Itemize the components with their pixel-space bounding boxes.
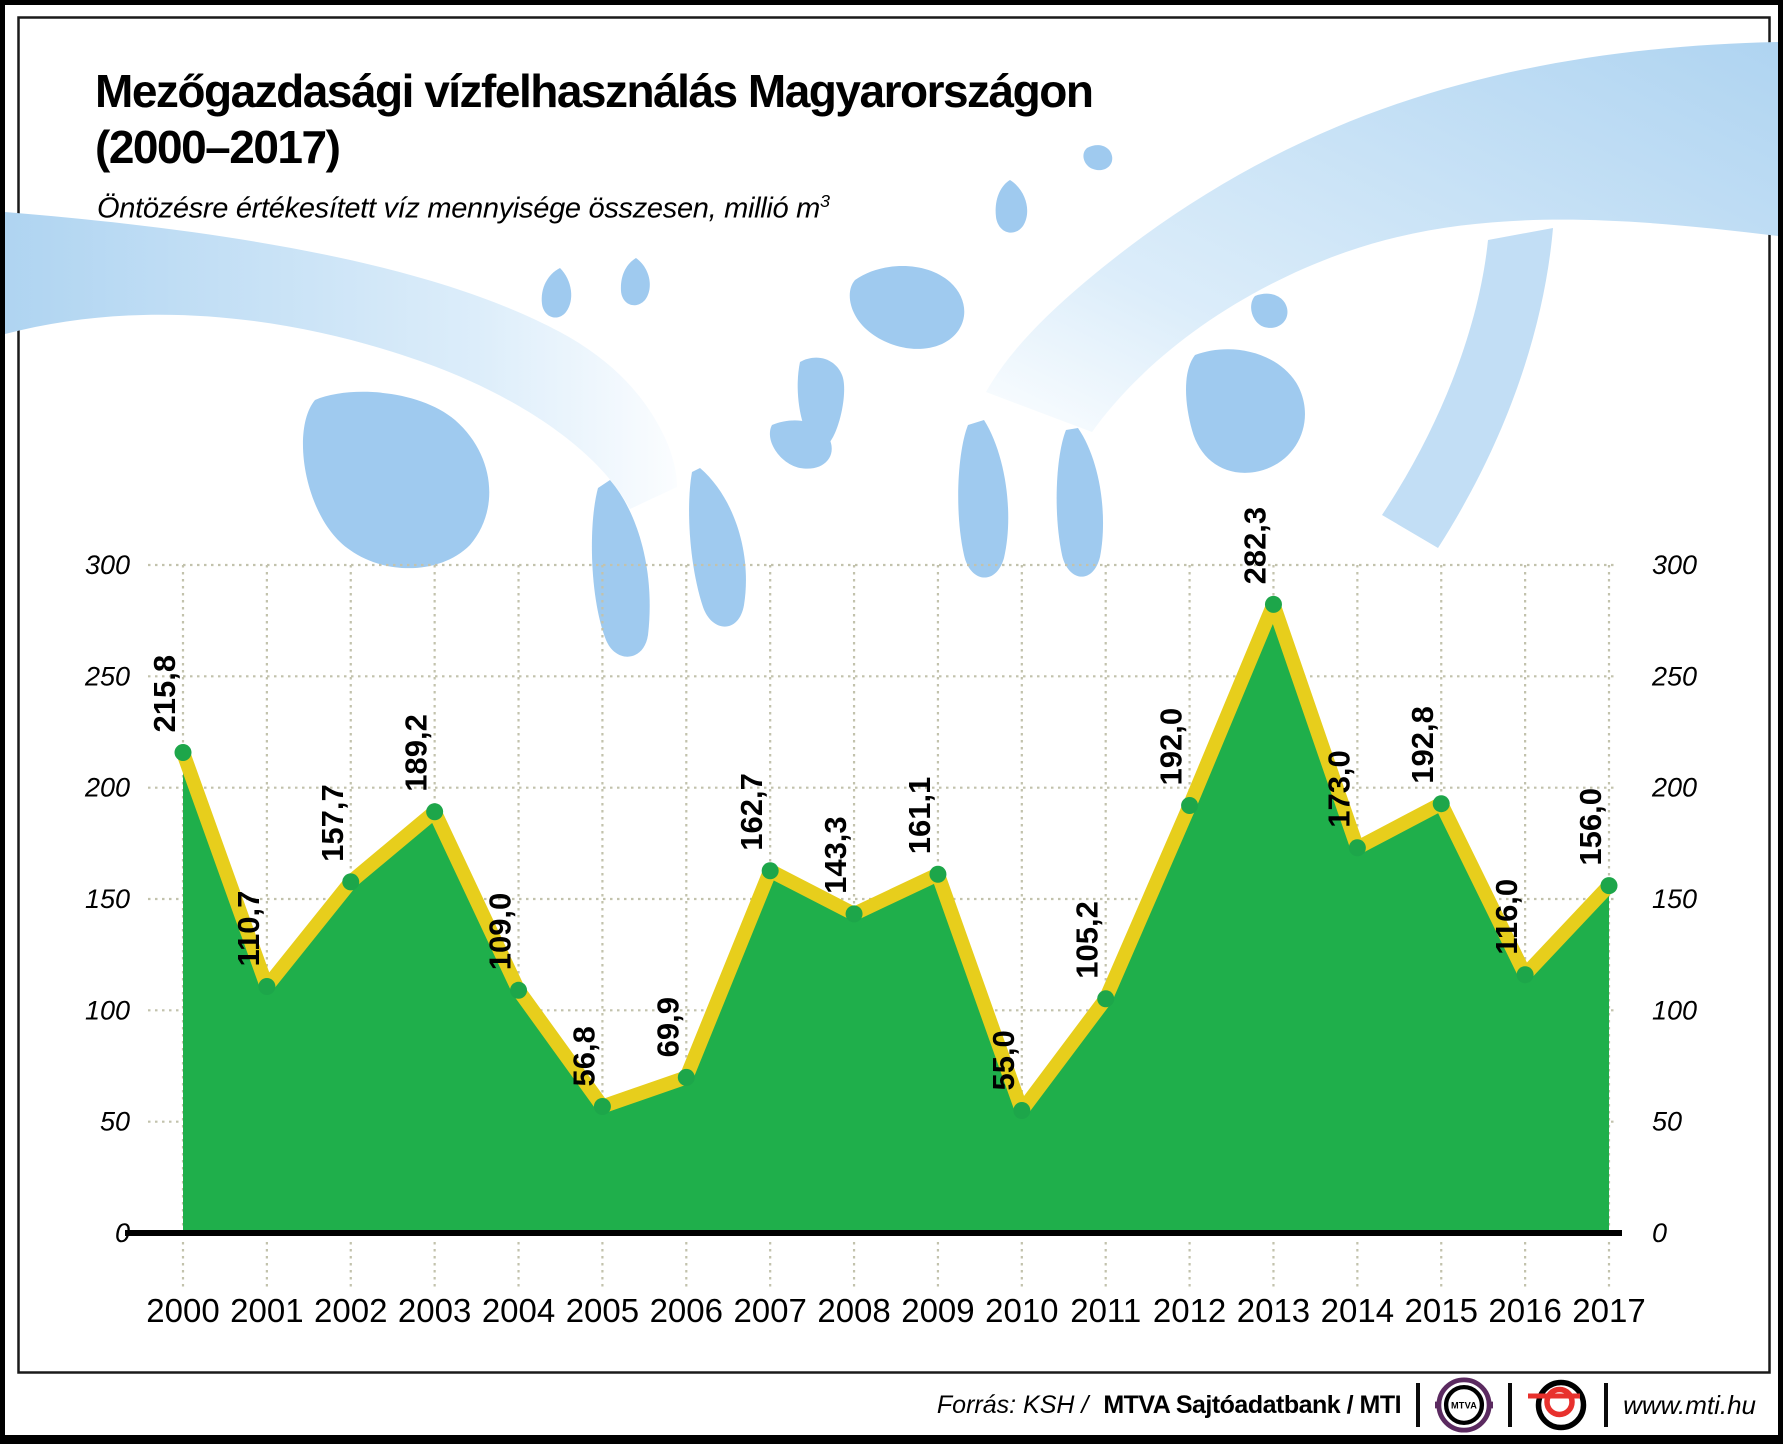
mtva-logo-text: MTVA [1451,1400,1477,1410]
source-agencies: MTVA Sajtóadatbank / MTI [1103,1390,1402,1419]
y-tick-label-left: 100 [85,995,130,1025]
page-title-line1: Mezőgazdasági vízfelhasználás Magyarorsz… [95,65,1094,117]
area-fill [183,604,1609,1231]
data-point [1516,966,1534,984]
x-tick-label: 2013 [1237,1292,1310,1329]
y-tick-label-right: 50 [1652,1107,1682,1137]
x-tick-label: 2004 [482,1292,555,1329]
y-tick-label-right: 250 [1651,661,1697,691]
value-label: 55,0 [986,1030,1021,1090]
data-point [929,865,947,883]
chart-subtitle: Öntözésre értékesített víz mennyisége ös… [97,191,830,226]
data-point [1013,1102,1031,1120]
x-tick-label: 2009 [901,1292,974,1329]
x-tick-label: 2014 [1321,1292,1394,1329]
data-point [1600,877,1618,895]
data-point [593,1098,611,1116]
separator-bar [1604,1383,1609,1427]
value-label: 215,8 [147,655,182,733]
chart-frame [17,16,1771,1374]
value-label: 161,1 [902,777,937,855]
chart-plot-area: 0 0 50 50 100 100 150 150 200 200 250 250 300 300 215,… [84,507,1697,1329]
data-point [1264,595,1282,613]
y-tick-label-left: 0 [115,1218,130,1248]
x-tick-label: 2000 [146,1292,219,1329]
y-tick-label-left: 200 [84,773,130,803]
data-point [1097,990,1115,1008]
value-label: 109,0 [483,893,518,971]
data-point [677,1068,695,1086]
y-tick-label-left: 50 [100,1107,130,1137]
value-label: 56,8 [566,1026,601,1086]
value-label: 156,0 [1573,788,1608,866]
x-tick-label: 2008 [817,1292,890,1329]
value-label: 192,8 [1405,706,1440,784]
data-point [1348,839,1366,857]
x-tick-label: 2003 [398,1292,471,1329]
value-label: 116,0 [1489,879,1524,955]
data-point [510,981,528,999]
value-label: 105,2 [1070,901,1105,979]
x-tick-label: 2002 [314,1292,387,1329]
x-tick-label: 2010 [985,1292,1058,1329]
y-tick-label-right: 200 [1651,773,1697,803]
source-label: Forrás: KSH / [936,1390,1089,1419]
y-tick-label-right: 0 [1652,1218,1667,1248]
data-line [176,597,1616,1118]
mtva-logo: MTVA [1435,1377,1494,1433]
x-tick-label: 2016 [1488,1292,1561,1329]
value-label: 143,3 [818,816,853,894]
data-point [845,905,863,923]
y-tick-label-left: 300 [85,550,130,580]
y-tick-label-left: 150 [85,884,130,914]
value-label: 173,0 [1321,750,1356,828]
value-label: 162,7 [734,773,769,851]
value-label: 157,7 [315,784,350,862]
value-label: 189,2 [399,714,434,792]
y-tick-label-right: 150 [1652,884,1697,914]
page-title-line2: (2000–2017) [95,121,341,174]
data-point [1181,796,1199,814]
subtitle-text: Öntözésre értékesített víz mennyisége ös… [97,192,820,225]
footer: Forrás: KSH / MTVA Sajtóadatbank / MTI M… [937,1377,1756,1433]
data-point [1432,795,1450,813]
x-tick-label: 2012 [1153,1292,1226,1329]
website-link: www.mti.hu [1623,1389,1756,1420]
y-tick-label-left: 250 [84,661,130,691]
value-label: 282,3 [1237,507,1272,585]
water-splash-decoration [5,42,1778,657]
area-chart: 0 0 50 50 100 100 150 150 200 200 250 250 300 300 215,… [5,16,1778,1374]
x-tick-label: 2017 [1572,1292,1645,1329]
subtitle-superscript: 3 [820,191,830,211]
separator-bar [1508,1383,1513,1427]
data-point [342,873,360,891]
x-tick-label: 2007 [733,1292,806,1329]
data-point [761,862,779,880]
x-tick-label: 2011 [1070,1292,1141,1329]
x-tick-label: 2001 [230,1292,303,1329]
y-tick-label-right: 300 [1652,550,1697,580]
value-label: 192,0 [1154,708,1189,786]
value-label: 69,9 [650,997,685,1057]
data-point [258,978,276,996]
x-tick-label: 2005 [566,1292,639,1329]
x-tick-label: 2015 [1405,1292,1478,1329]
separator-bar [1416,1383,1421,1427]
data-point [426,803,444,821]
mti-logo [1528,1379,1587,1431]
data-point [174,743,192,761]
y-tick-label-right: 100 [1652,995,1697,1025]
title-block: Mezőgazdasági vízfelhasználás Magyarorsz… [95,63,1094,175]
value-label: 110,7 [231,891,266,967]
x-tick-label: 2006 [650,1292,723,1329]
